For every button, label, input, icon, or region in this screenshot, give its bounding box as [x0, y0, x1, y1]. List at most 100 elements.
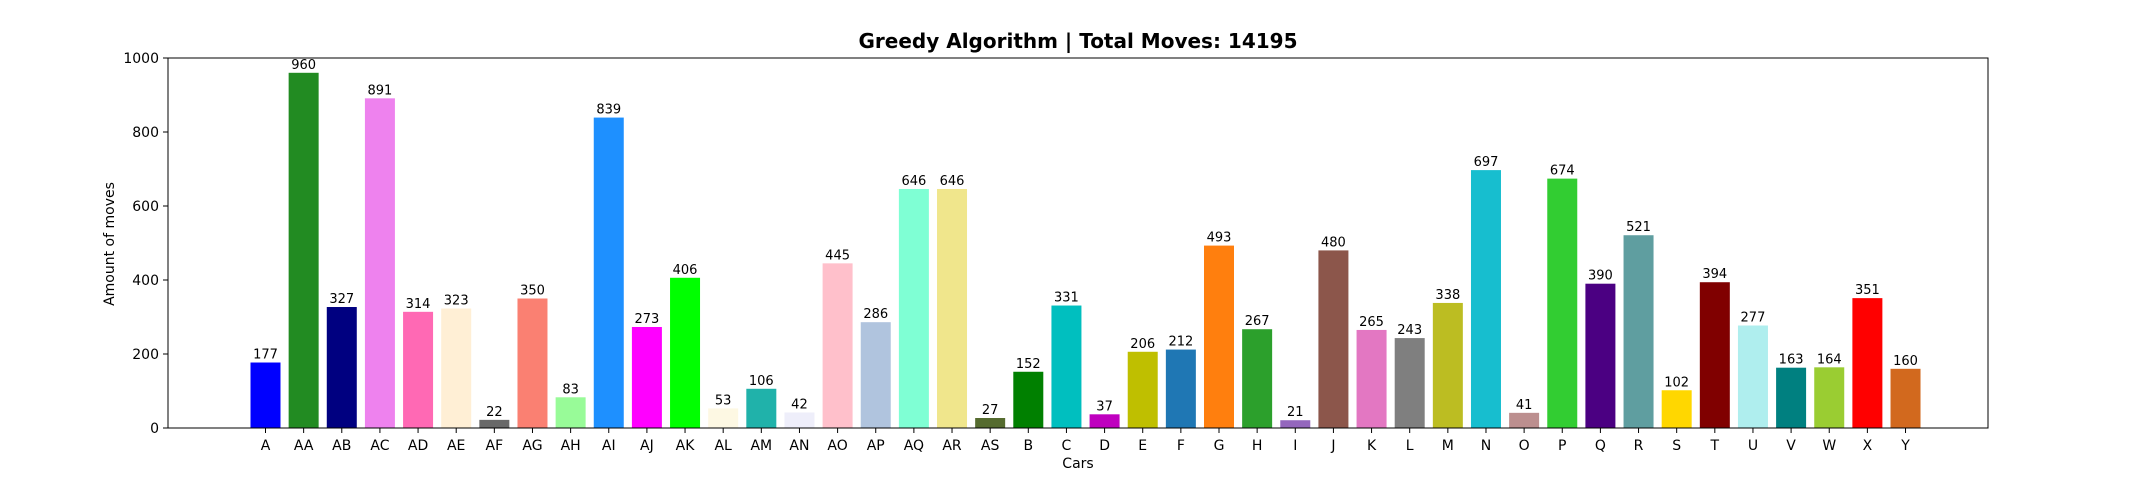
data-label-af: 22: [486, 405, 503, 420]
x-tick-label-r: R: [1634, 438, 1644, 454]
data-label-aj: 273: [634, 312, 659, 327]
bar-ai: [593, 117, 624, 428]
x-tick-label-c: C: [1062, 438, 1072, 454]
data-label-ao: 445: [825, 248, 850, 263]
data-label-ac: 891: [368, 83, 393, 98]
data-label-ah: 83: [562, 382, 579, 397]
bar-e: [1127, 351, 1158, 428]
x-tick-label-s: S: [1672, 438, 1681, 454]
bar-ac: [364, 98, 395, 428]
bar-ag: [517, 298, 548, 428]
x-tick-label-a: A: [261, 438, 271, 454]
data-label-al: 53: [715, 393, 732, 408]
data-label-ai: 839: [596, 103, 621, 118]
data-label-aq: 646: [901, 174, 926, 189]
data-label-ad: 314: [406, 297, 431, 312]
bar-ao: [822, 263, 853, 428]
x-tick-label-o: O: [1519, 438, 1530, 454]
bar-n: [1470, 170, 1501, 429]
x-tick-label-ag: AG: [522, 438, 542, 454]
x-tick-label-u: U: [1748, 438, 1758, 454]
x-tick-label-aa: AA: [294, 438, 314, 454]
bar-ak: [670, 277, 701, 428]
bar-v: [1776, 367, 1807, 428]
data-label-f: 212: [1168, 335, 1193, 350]
bar-ad: [403, 311, 434, 428]
x-tick-label-ac: AC: [370, 438, 389, 454]
x-tick-label-am: AM: [750, 438, 772, 454]
x-tick-label-m: M: [1442, 438, 1454, 454]
data-label-am: 106: [749, 374, 774, 389]
bar-ar: [937, 188, 968, 428]
data-label-q: 390: [1588, 269, 1613, 284]
bar-a: [250, 362, 281, 428]
bar-s: [1661, 390, 1692, 428]
data-label-l: 243: [1397, 323, 1422, 338]
data-label-y: 160: [1893, 354, 1918, 369]
bar-k: [1356, 329, 1387, 428]
bar-d: [1089, 414, 1120, 428]
x-tick-label-y: Y: [1900, 438, 1910, 454]
data-label-c: 331: [1054, 291, 1079, 306]
bar-r: [1623, 235, 1654, 428]
data-label-ar: 646: [940, 174, 965, 189]
bar-l: [1394, 338, 1425, 428]
data-label-ag: 350: [520, 284, 545, 299]
bar-an: [784, 412, 815, 428]
data-label-w: 164: [1817, 352, 1842, 367]
bar-ab: [326, 307, 357, 428]
data-label-i: 21: [1287, 405, 1304, 420]
bar-t: [1699, 282, 1730, 428]
data-label-p: 674: [1550, 164, 1575, 179]
x-tick-label-as: AS: [981, 438, 1000, 454]
bar-as: [975, 418, 1006, 428]
plot-frame: [167, 57, 1989, 429]
bar-x: [1852, 298, 1883, 428]
data-label-e: 206: [1130, 337, 1155, 352]
bar-ap: [860, 322, 891, 428]
bar-q: [1585, 283, 1616, 428]
data-label-x: 351: [1855, 283, 1880, 298]
bar-m: [1432, 302, 1463, 428]
x-tick-label-ah: AH: [561, 438, 581, 454]
bar-al: [708, 408, 739, 428]
bar-b: [1013, 371, 1044, 428]
x-tick-label-ak: AK: [676, 438, 696, 454]
x-tick-label-k: K: [1367, 438, 1377, 454]
chart-title: Greedy Algorithm | Total Moves: 14195: [859, 29, 1298, 53]
bar-y: [1890, 368, 1921, 428]
data-label-o: 41: [1516, 398, 1533, 413]
x-tick-label-i: I: [1293, 438, 1297, 454]
y-tick-label-800: 800: [132, 125, 159, 141]
bar-ah: [555, 397, 586, 428]
x-tick-label-v: V: [1786, 438, 1796, 454]
bar-ae: [441, 308, 472, 428]
x-tick-label-ao: AO: [827, 438, 847, 454]
x-tick-label-n: N: [1481, 438, 1491, 454]
bar-af: [479, 419, 510, 428]
bar-u: [1737, 325, 1768, 428]
bar-g: [1204, 245, 1234, 428]
data-label-b: 152: [1016, 357, 1041, 372]
y-tick-label-0: 0: [150, 421, 159, 437]
data-label-u: 277: [1741, 311, 1766, 326]
y-tick-label-200: 200: [132, 347, 159, 363]
data-label-j: 480: [1321, 235, 1346, 250]
data-label-n: 697: [1474, 155, 1499, 170]
data-label-s: 102: [1664, 375, 1689, 390]
data-label-d: 37: [1096, 399, 1113, 414]
x-axis: A AA AB AC AD AE AF AG AH AI AJ AK AL AM AN AO AP AQ AR AS B…: [261, 428, 1910, 454]
data-label-an: 42: [791, 397, 808, 412]
x-tick-label-aq: AQ: [904, 438, 924, 454]
x-tick-label-b: B: [1023, 438, 1033, 454]
bar-o: [1509, 412, 1540, 428]
x-tick-label-aj: AJ: [640, 438, 654, 454]
bar-w: [1814, 367, 1845, 428]
x-tick-label-ad: AD: [408, 438, 428, 454]
data-label-ae: 323: [444, 293, 469, 308]
x-tick-label-ar: AR: [942, 438, 962, 454]
x-tick-label-ab: AB: [332, 438, 351, 454]
x-tick-label-af: AF: [486, 438, 504, 454]
x-tick-label-h: H: [1252, 438, 1263, 454]
